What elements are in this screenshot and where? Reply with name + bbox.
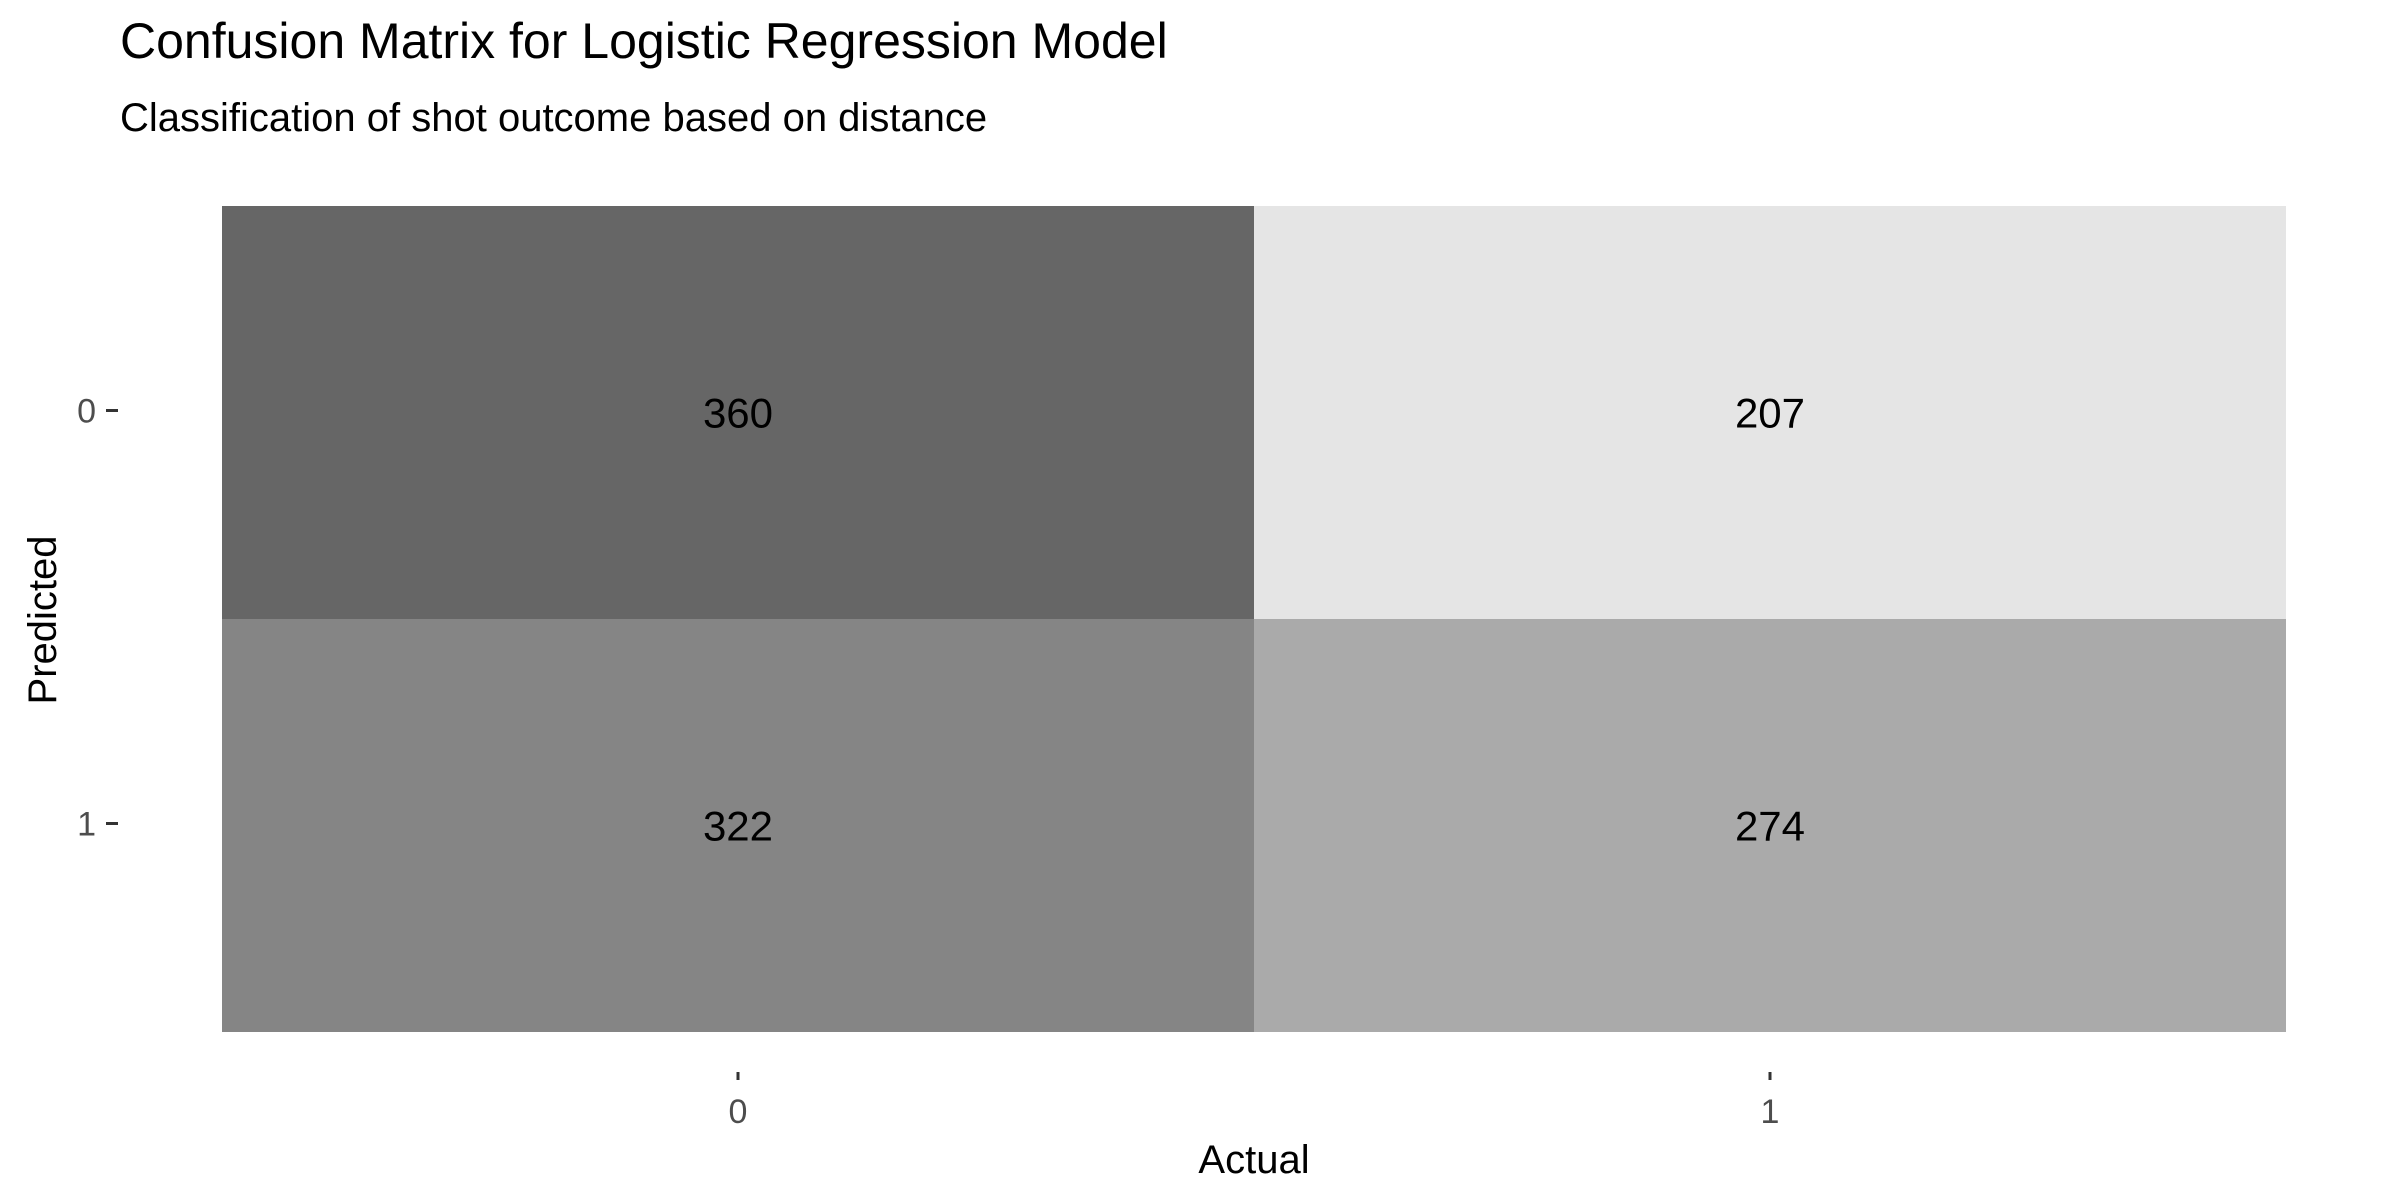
y-tick-label: 1 <box>77 806 96 844</box>
y-axis: 01 <box>77 393 118 844</box>
cell-value-label: 322 <box>703 803 773 850</box>
cell-value-label: 207 <box>1735 390 1805 437</box>
heatmap-cell-actual-1-predicted-0 <box>1254 206 2286 619</box>
cell-value-label: 274 <box>1735 803 1805 850</box>
x-tick-label: 0 <box>729 1093 748 1131</box>
x-axis-label: Actual <box>1198 1138 1309 1182</box>
plot-panel: 360 207 322 274 <box>222 206 2286 1032</box>
y-tick-label: 0 <box>77 393 96 431</box>
chart-subtitle: Classification of shot outcome based on … <box>120 96 987 140</box>
cell-value-label: 360 <box>703 390 773 437</box>
heatmap-cell-actual-1-predicted-1 <box>1254 619 2286 1032</box>
heatmap-cell-actual-0-predicted-0 <box>222 206 1254 619</box>
heatmap-cell-actual-0-predicted-1 <box>222 619 1254 1032</box>
x-tick-label: 1 <box>1761 1093 1780 1131</box>
y-axis-label: Predicted <box>21 536 65 705</box>
chart-title: Confusion Matrix for Logistic Regression… <box>120 13 1168 69</box>
